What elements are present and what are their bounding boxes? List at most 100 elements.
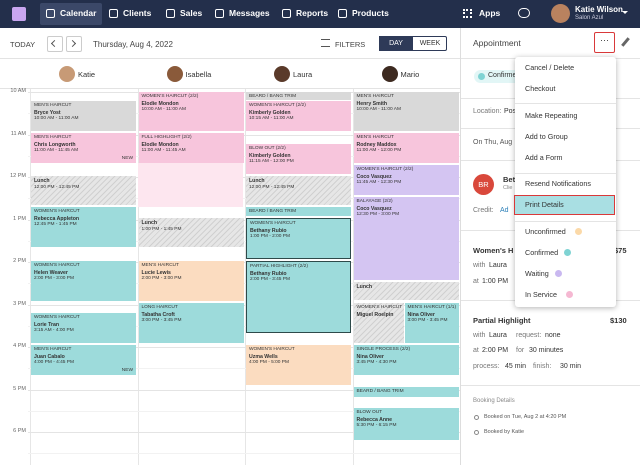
menu-item[interactable]: Checkout bbox=[525, 84, 556, 93]
service: MEN'S HAIRCUT bbox=[34, 347, 72, 352]
time: 3:00 PM - 3:45 PM bbox=[407, 318, 448, 323]
appointment[interactable]: Lunch 12:00 PM - 12:45 PM bbox=[31, 176, 136, 205]
appointment[interactable]: PARTIAL HIGHLIGHT (2/2) Bethany Rubio 2:00… bbox=[246, 261, 351, 333]
staff-name[interactable]: Mario bbox=[400, 70, 420, 79]
appointment[interactable]: BALAYAGE (2/2) Coco Vasquez 12:30 PM - 3:0… bbox=[353, 197, 459, 280]
appointment[interactable]: MEN'S HAIRCUT Juan Cabalo 4:00 PM - 4:45 P… bbox=[31, 345, 136, 375]
client: Tabatha Croft bbox=[141, 311, 175, 318]
service: WOMEN'S HAIRCUT bbox=[249, 347, 295, 352]
menu-item[interactable]: Make Repeating bbox=[525, 111, 578, 120]
user-name[interactable]: Katie Wilson bbox=[575, 5, 623, 14]
nav-item[interactable]: Products bbox=[352, 8, 389, 18]
chat-icon[interactable] bbox=[518, 8, 530, 18]
appointment[interactable]: BEARD / BANG TRIM bbox=[246, 92, 351, 100]
time: 11:00 AM - 11:45 AM bbox=[141, 148, 186, 153]
nav-item[interactable]: Reports bbox=[296, 8, 329, 18]
appointment[interactable]: WOMEN'S HAIRCUT Miguel Roelpin bbox=[353, 303, 404, 343]
hour-line bbox=[28, 389, 460, 391]
menu-item[interactable]: Confirmed bbox=[525, 248, 559, 257]
hour-line bbox=[28, 92, 460, 93]
appointment[interactable]: MEN'S HAIRCUT Henry Smith 10:00 AM - 11:00… bbox=[353, 92, 459, 131]
menu-item[interactable]: Unconfirmed bbox=[525, 227, 566, 236]
view-week[interactable]: WEEK bbox=[419, 40, 441, 47]
appointment[interactable]: WOMEN'S HAIRCUT (2/2) Coco Vasquez 11:45 A… bbox=[353, 165, 459, 195]
service: BEARD / BANG TRIM bbox=[249, 209, 297, 214]
appointment[interactable]: BEARD / BANG TRIM bbox=[353, 387, 459, 397]
label: for bbox=[516, 347, 525, 354]
time: 11:45 AM - 12:30 PM bbox=[356, 180, 402, 185]
nav-item[interactable]: Sales bbox=[180, 8, 203, 18]
staff-name[interactable]: Katie bbox=[78, 70, 96, 79]
client: Lorie Tran bbox=[34, 321, 60, 328]
nav-arrow[interactable] bbox=[66, 36, 82, 52]
client: Chris Longworth bbox=[34, 141, 76, 148]
hour-line bbox=[28, 347, 460, 348]
appointment[interactable]: Lunch bbox=[353, 282, 459, 300]
client: Rebecca Anne bbox=[356, 416, 393, 423]
nav-item[interactable]: Clients bbox=[123, 8, 152, 18]
appointment[interactable]: WOMEN'S HAIRCUT Lorie Tran 3:15 AM - 4:00 … bbox=[31, 313, 136, 343]
appointment[interactable]: WOMEN'S HAIRCUT Bethany Rubio 1:00 PM - 2:… bbox=[246, 218, 351, 259]
apps[interactable]: Apps bbox=[479, 8, 501, 18]
nav-item[interactable]: Calendar bbox=[60, 8, 97, 18]
menu-item[interactable]: Add to Group bbox=[525, 132, 568, 141]
time: 4:00 PM - 4:45 PM bbox=[34, 360, 74, 365]
appointment[interactable]: WOMEN'S HAIRCUT Helen Weaver 2:00 PM - 3:0… bbox=[31, 261, 136, 301]
menu-item[interactable]: Cancel / Delete bbox=[525, 63, 575, 72]
staff-name[interactable]: Isabella bbox=[185, 70, 212, 79]
view-day[interactable]: DAY bbox=[379, 36, 413, 51]
appointment[interactable]: BEARD / BANG TRIM bbox=[246, 207, 351, 216]
nav-icon bbox=[46, 9, 55, 18]
nav-item[interactable]: Messages bbox=[229, 8, 270, 18]
appointment[interactable]: WOMEN'S HAIRCUT Uzma Wells 4:00 PM - 5:00 … bbox=[246, 345, 351, 385]
time: 10:00 AM - 11:00 AM bbox=[356, 107, 401, 112]
staff-name[interactable]: Laura bbox=[293, 70, 313, 79]
light-ext bbox=[138, 163, 243, 207]
client: Kimberly Golden bbox=[249, 109, 291, 116]
appointment[interactable]: WOMEN'S HAIRCUT (2/2) Elodie Mondon 10:00 … bbox=[138, 92, 244, 131]
menu-item[interactable]: Resend Notifications bbox=[525, 179, 591, 188]
appointment[interactable]: MEN'S HAIRCUT Bryce Yost 10:00 AM - 11:00 … bbox=[31, 101, 136, 131]
appointment[interactable]: WOMEN'S HAIRCUT Rebecca Appleton 12:45 PM … bbox=[31, 207, 136, 247]
value: 30 minutes bbox=[529, 347, 564, 354]
service: FULL HIGHLIGHT (2/2) bbox=[141, 135, 192, 140]
client: Coco Vasquez bbox=[356, 205, 392, 212]
client: Lunch bbox=[356, 284, 373, 290]
appointment[interactable]: MEN'S HAIRCUT (1/1) Nina Oliver 3:00 PM - … bbox=[404, 303, 459, 343]
more-button[interactable]: ··· bbox=[594, 32, 615, 53]
appointment[interactable]: FULL HIGHLIGHT (2/2) Elodie Mondon 11:00 A… bbox=[138, 133, 244, 163]
menu-item[interactable]: Add a Form bbox=[525, 153, 563, 162]
client: Rebecca Appleton bbox=[34, 215, 80, 222]
client: Uzma Wells bbox=[249, 353, 278, 360]
nav-icon bbox=[338, 9, 347, 18]
today-button[interactable]: TODAY bbox=[10, 40, 36, 49]
client: Lunch bbox=[141, 220, 158, 226]
hour-line bbox=[28, 432, 460, 433]
client: Kimberly Golden bbox=[249, 152, 291, 159]
toolbar-divider bbox=[0, 58, 460, 59]
appointment[interactable]: LONG HAIRCUT Tabatha Croft 3:00 PM - 3:45 … bbox=[138, 303, 244, 343]
nav-arrow[interactable] bbox=[47, 36, 63, 52]
time: 11:00 AM - 12:00 PM bbox=[356, 148, 402, 153]
menu-item[interactable]: Print Details bbox=[525, 200, 564, 209]
appointment[interactable]: BLOW OUT Rebecca Anne 5:30 PM - 6:15 PM bbox=[353, 408, 459, 440]
appointment[interactable]: Lunch 12:00 PM - 12:45 PM bbox=[246, 176, 351, 205]
time-label: 11 AM bbox=[10, 130, 26, 137]
appointment[interactable]: WOMEN'S HAIRCUT (2/2) Kimberly Golden 10:1… bbox=[246, 101, 351, 131]
status: Confirmed bbox=[488, 72, 521, 79]
client: Nina Oliver bbox=[407, 311, 435, 318]
hour-line bbox=[28, 219, 460, 221]
appointment[interactable]: Lunch 1:00 PM - 1:45 PM bbox=[138, 218, 244, 247]
menu-item[interactable]: Waiting bbox=[525, 269, 549, 278]
appointment[interactable]: MEN'S HAIRCUT Rodney Maddox 11:00 AM - 12:… bbox=[353, 133, 459, 163]
value: none bbox=[545, 332, 561, 339]
appointment[interactable]: SINGLE PROCESS (2/2) Nina Oliver 3:45 PM -… bbox=[353, 345, 459, 375]
filters[interactable]: FILTERS bbox=[335, 40, 366, 49]
appointment[interactable]: BLOW OUT (2/2) Kimberly Golden 11:15 AM - … bbox=[246, 144, 351, 174]
appointment[interactable]: MEN'S HAIRCUT Lucie Lewis 2:00 PM - 3:00 P… bbox=[138, 261, 244, 301]
time: 2:00 PM - 3:00 PM bbox=[141, 276, 182, 281]
menu-item[interactable]: In Service bbox=[525, 290, 557, 299]
appointment[interactable]: MEN'S HAIRCUT Chris Longworth 11:00 AM - 1… bbox=[31, 133, 136, 163]
time: 10:15 AM - 11:00 AM bbox=[249, 116, 294, 121]
nav-icon bbox=[109, 9, 118, 18]
